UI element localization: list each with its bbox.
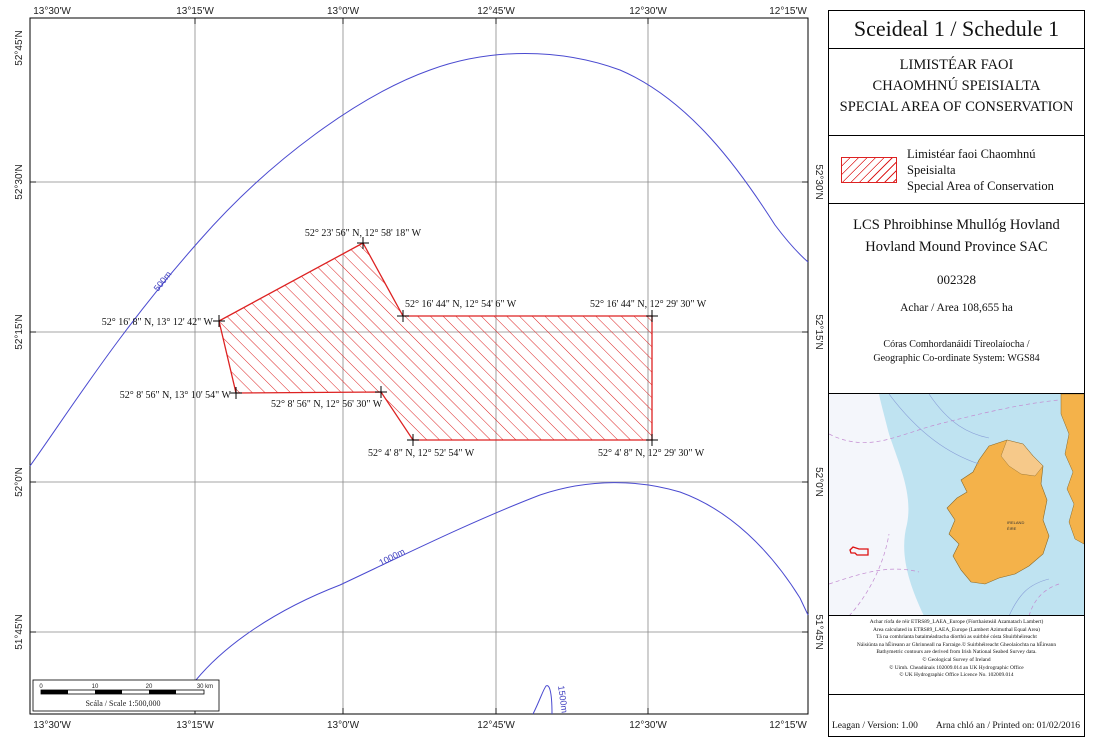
lon-tick-bottom-1: 13°30'W	[33, 720, 71, 731]
site-area: Achar / Area 108,655 ha	[900, 302, 1013, 314]
contour-500m	[29, 53, 809, 467]
lon-tick-bottom-2: 13°15'W	[176, 720, 214, 731]
vertex-label-6: 52° 8' 56" N, 12° 56' 30" W	[271, 399, 383, 410]
scale-tick-20: 20	[146, 684, 153, 690]
credits: Achar ríofa de réir ETRS89_LAEA_Europe (…	[829, 616, 1084, 695]
crs-line-2: Geographic Co-ordinate System: WGS84	[873, 353, 1040, 364]
lat-tick-right-5: 51°45'N	[813, 614, 824, 649]
lat-tick-left-1: 52°45'N	[14, 30, 25, 65]
lon-tick-bottom-4: 12°45'W	[477, 720, 515, 731]
lon-tick-top-6: 12°15'W	[769, 6, 807, 17]
lat-tick-left-4: 52°0'N	[14, 467, 25, 497]
area-type-line-3: SPECIAL AREA OF CONSERVATION	[839, 99, 1074, 115]
lon-tick-top-2: 13°15'W	[176, 6, 214, 17]
credit-line-6: © Geological Survey of Ireland	[922, 656, 991, 663]
lon-tick-top-4: 12°45'W	[477, 6, 515, 17]
map-frame: 13°30'W 13°15'W 13°0'W 12°45'W 12°30'W 1…	[14, 6, 824, 731]
footer: Leagan / Version: 1.00 Arna chló an / Pr…	[829, 695, 1084, 735]
scale-tick-0: 0	[39, 684, 43, 690]
credit-line-7: © Uimh. Cheadúnais 102009.014 an UK Hydr…	[889, 664, 1024, 671]
vertex-label-7: 52° 4' 8" N, 12° 52' 54" W	[368, 448, 475, 459]
lon-tick-top-5: 12°30'W	[629, 6, 667, 17]
legend-label-en: Special Area of Conservation	[907, 178, 1054, 193]
site-name-en: Hovland Mound Province SAC	[865, 239, 1048, 255]
vertex-label-5: 52° 8' 56" N, 13° 10' 54" W	[120, 390, 232, 401]
scale-caption: Scála / Scale 1:500,000	[85, 699, 160, 708]
credit-line-8: © UK Hydrographic Office Licence No. 102…	[899, 672, 1014, 679]
locator-inset-map: IRELAND ÉIRE	[829, 394, 1084, 616]
vertex-label-8: 52° 4' 8" N, 12° 29' 30" W	[598, 448, 705, 459]
printed-date: Arna chló an / Printed on: 01/02/2016	[935, 721, 1080, 731]
inset-label-ireland: IRELAND	[1007, 520, 1024, 525]
credit-line-5: Bathymetric contours are derived from Ir…	[876, 649, 1037, 656]
lat-tick-right-3: 52°15'N	[813, 314, 824, 349]
area-type-line-2: CHAOMHNÚ SPEISIALTA	[872, 78, 1041, 94]
lon-tick-bottom-5: 12°30'W	[629, 720, 667, 731]
site-code: 002328	[937, 272, 976, 287]
legend: Limistéar faoi Chaomhnú Speisialta Speci…	[829, 136, 1084, 204]
lat-tick-left-2: 52°30'N	[14, 164, 25, 199]
site-info: LCS Phroibhinse Mhullóg Hovland Hovland …	[829, 204, 1084, 394]
vertex-label-3: 52° 16' 44" N, 12° 54' 6" W	[405, 299, 517, 310]
credit-line-2: Area calculated in ETRS89_LAEA_Europe (L…	[873, 626, 1040, 633]
contour-1000m	[195, 482, 809, 681]
contour-label-1500m: 1500m	[556, 685, 570, 714]
crs-line-1: Córas Comhordanáidí Tíreolaíocha /	[883, 339, 1030, 350]
inset-lanes	[888, 394, 1050, 615]
scale-tick-10: 10	[92, 684, 99, 690]
legend-hatch-swatch	[841, 156, 897, 183]
schedule-title: Sceideal 1 / Schedule 1	[829, 11, 1084, 49]
inset-great-britain	[1060, 394, 1084, 545]
inset-label-eire: ÉIRE	[1007, 526, 1017, 531]
lon-tick-top-1: 13°30'W	[33, 6, 71, 17]
lon-tick-top-3: 13°0'W	[327, 6, 360, 17]
credit-line-3: Tá na comhrianta bataiméadracha díorthú …	[876, 634, 1037, 641]
vertex-label-2: 52° 16' 8" N, 13° 12' 42" W	[102, 317, 214, 328]
lat-tick-right-4: 52°0'N	[813, 467, 824, 497]
lat-tick-right-2: 52°30'N	[813, 164, 824, 199]
vertex-markers	[213, 237, 658, 446]
version-text: Leagan / Version: 1.00	[832, 721, 918, 731]
inset-sac-location	[849, 546, 869, 556]
scale-bar: 0 10 20 30 km Scála / Scale 1:500,000	[32, 679, 220, 712]
area-type-line-1: LIMISTÉAR FAOI	[899, 57, 1014, 73]
lat-tick-left-5: 51°45'N	[14, 614, 25, 649]
contour-1500m	[532, 685, 553, 715]
scale-tick-30: 30 km	[197, 684, 213, 690]
lon-tick-bottom-3: 13°0'W	[327, 720, 360, 731]
vertex-label-4: 52° 16' 44" N, 12° 29' 30" W	[590, 299, 707, 310]
inset-ireland	[946, 439, 1050, 585]
vertex-label-1: 52° 23' 56" N, 12° 58' 18" W	[305, 228, 422, 239]
credit-line-4: Náisiúnta na hÉireann ar Ghrinneall na F…	[856, 641, 1057, 648]
inset-svg: IRELAND ÉIRE	[829, 394, 1084, 615]
credit-line-1: Achar ríofa de réir ETRS89_LAEA_Europe (…	[869, 619, 1044, 625]
area-type-block: LIMISTÉAR FAOI CHAOMHNÚ SPEISIALTA SPECI…	[829, 49, 1084, 136]
site-name-ga: LCS Phroibhinse Mhullóg Hovland	[853, 217, 1060, 233]
legend-label-ga: Limistéar faoi Chaomhnú Speisialta	[907, 146, 1036, 177]
lat-tick-left-3: 52°15'N	[14, 314, 25, 349]
info-panel: Sceideal 1 / Schedule 1 LIMISTÉAR FAOI C…	[828, 10, 1085, 737]
inset-northern-ireland	[1000, 439, 1044, 477]
edge-ticks	[30, 18, 808, 714]
lon-tick-bottom-6: 12°15'W	[769, 720, 807, 731]
inset-limits	[829, 399, 1060, 615]
